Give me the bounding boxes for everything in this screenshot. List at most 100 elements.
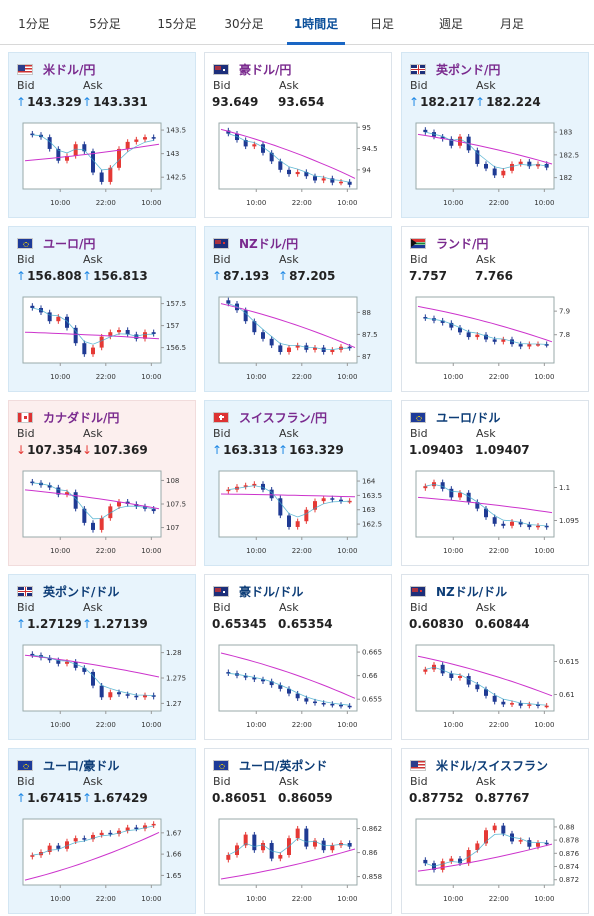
candle-body — [278, 855, 283, 859]
pair-name[interactable]: ユーロ/豪ドル — [43, 758, 120, 773]
pair-name[interactable]: 豪ドル/円 — [239, 62, 292, 77]
pair-name[interactable]: NZドル/ドル — [436, 584, 508, 599]
candle-body — [449, 488, 454, 498]
bid-number: 107.354 — [27, 443, 82, 457]
ask-label: Ask — [83, 775, 103, 788]
pair-name[interactable]: 豪ドル/ドル — [239, 584, 304, 599]
candle-body — [151, 332, 156, 334]
plot-area — [218, 122, 358, 190]
ask-label: Ask — [279, 253, 299, 266]
tab-2[interactable]: 5分足 — [89, 17, 121, 31]
pair-name[interactable]: 英ポンド/ドル — [43, 584, 120, 599]
currency-card[interactable]: ユーロ/豪ドル Bid Ask ↑1.67415 ↑1.67429 10:00 22:00 1… — [8, 748, 196, 914]
candle-body — [252, 483, 257, 486]
ask-value: ↓107.369 — [82, 443, 148, 457]
ask-number: 143.331 — [93, 95, 148, 109]
pair-name[interactable]: 米ドル/円 — [43, 62, 96, 77]
currency-card[interactable]: NZドル/ドル Bid Ask 0.60830 0.60844 10:00 22:00 10:… — [401, 574, 589, 740]
candlestick-chart[interactable]: 10:00 22:00 10:00 1.67 1.66 1.65 — [19, 815, 195, 905]
currency-card[interactable]: ランド/円 Bid Ask 7.757 7.766 10:00 22:00 10:00 7.9 7… — [401, 226, 589, 392]
candle-body — [269, 681, 274, 686]
pair-name[interactable]: ランド/円 — [436, 236, 489, 251]
candle-body — [321, 178, 326, 181]
card-header: 英ポンド/ドル — [17, 582, 119, 600]
pair-name[interactable]: NZドル/円 — [239, 236, 299, 251]
moving-average-line — [417, 133, 553, 165]
pair-name[interactable]: ユーロ/英ポンド — [239, 758, 328, 773]
chart-svg: 10:00 22:00 10:00 1.28 1.275 1.27 — [22, 644, 186, 729]
x-tick-label: 22:00 — [489, 199, 509, 207]
candle-body — [347, 705, 352, 708]
pair-name[interactable]: 英ポンド/円 — [436, 62, 501, 77]
chart-svg: 10:00 22:00 10:00 0.615 0.61 — [415, 644, 579, 729]
currency-card[interactable]: ユーロ/ドル Bid Ask 1.09403 1.09407 10:00 22:00 10:0… — [401, 400, 589, 566]
candle-body — [269, 152, 274, 162]
tab-8[interactable]: 月足 — [499, 17, 524, 31]
currency-card[interactable]: ユーロ/円 Bid Ask ↑156.808 ↑156.813 10:00 22:00 10:… — [8, 226, 196, 392]
candle-body — [475, 334, 480, 338]
candlestick-chart[interactable]: 10:00 22:00 10:00 1.28 1.275 1.27 — [19, 641, 195, 731]
currency-card[interactable]: 英ポンド/円 Bid Ask ↑182.217 ↑182.224 10:00 22:00 10… — [401, 52, 589, 218]
currency-card[interactable]: 豪ドル/円 Bid Ask 93.649 93.654 10:00 22:00 10:00 95… — [204, 52, 392, 218]
tab-5[interactable]: 1時間足 — [281, 0, 351, 45]
currency-card[interactable]: NZドル/円 Bid Ask ↑87.193 ↑87.205 10:00 22:00 10:0… — [204, 226, 392, 392]
tab-4[interactable]: 30分足 — [224, 17, 264, 31]
ask-number: 156.813 — [93, 269, 148, 283]
y-tick-label: 1.1 — [559, 484, 570, 492]
y-tick-label: 163 — [362, 506, 375, 514]
candlestick-chart[interactable]: 10:00 22:00 10:00 0.615 0.61 — [412, 641, 588, 731]
bid-label: Bid — [410, 601, 428, 614]
ask-value: 0.60844 — [475, 617, 530, 631]
candlestick-chart[interactable]: 10:00 22:00 10:00 1.1 1.095 — [412, 467, 588, 557]
candle-body — [47, 312, 52, 322]
currency-card[interactable]: 豪ドル/ドル Bid Ask 0.65345 0.65354 10:00 22:00 10:0… — [204, 574, 392, 740]
tab-6[interactable]: 日足 — [369, 17, 394, 31]
currency-card[interactable]: 米ドル/スイスフラン Bid Ask 0.87752 0.87767 10:00 22:00… — [401, 748, 589, 914]
candle-body — [151, 823, 156, 826]
pair-name[interactable]: ユーロ/円 — [43, 236, 96, 251]
plot-area — [218, 296, 358, 364]
currency-card[interactable]: 米ドル/円 Bid Ask ↑143.329 ↑143.331 10:00 22:00 10:… — [8, 52, 196, 218]
bid-label: Bid — [213, 427, 231, 440]
chart-svg: 10:00 22:00 10:00 88 87.5 87 — [218, 296, 378, 381]
currency-card[interactable]: 英ポンド/ドル Bid Ask ↑1.27129 ↑1.27139 10:00 22:00 1… — [8, 574, 196, 740]
pair-name[interactable]: ユーロ/ドル — [436, 410, 501, 425]
candle-body — [73, 492, 78, 509]
candlestick-chart[interactable]: 10:00 22:00 10:00 95 94.5 94 — [215, 119, 391, 209]
y-tick-label: 0.615 — [559, 658, 579, 666]
ask-label: Ask — [476, 775, 496, 788]
moving-average-line — [417, 305, 553, 343]
ask-label: Ask — [476, 253, 496, 266]
candlestick-chart[interactable]: 10:00 22:00 10:00 88 87.5 87 — [215, 293, 391, 383]
pair-name[interactable]: カナダドル/円 — [43, 410, 120, 425]
candlestick-chart[interactable]: 10:00 22:00 10:00 0.665 0.66 0.655 — [215, 641, 391, 731]
candlestick-chart[interactable]: 10:00 22:00 10:00 143.5 143 142.5 — [19, 119, 195, 209]
tab-7[interactable]: 週足 — [438, 17, 463, 31]
candle-body — [475, 684, 480, 690]
currency-card[interactable]: スイスフラン/円 Bid Ask ↑163.313 ↑163.329 10:00 22:00… — [204, 400, 392, 566]
candlestick-chart[interactable]: 10:00 22:00 10:00 7.9 7.8 — [412, 293, 588, 383]
tab-1[interactable]: 1分足 — [18, 17, 50, 31]
short-moving-average-line — [32, 482, 154, 520]
candle-body — [475, 502, 480, 509]
currency-card[interactable]: カナダドル/円 Bid Ask ↓107.354 ↓107.369 10:00 22:00 1… — [8, 400, 196, 566]
candlestick-chart[interactable]: 10:00 22:00 10:00 0.88 0.878 0.876 0.874 0.872 — [412, 815, 588, 905]
candlestick-chart[interactable]: 10:00 22:00 10:00 108 107.5 107 — [19, 467, 195, 557]
candle-body — [82, 508, 87, 523]
tab-3[interactable]: 15分足 — [157, 17, 197, 31]
candlestick-chart[interactable]: 10:00 22:00 10:00 157.5 157 156.5 — [19, 293, 195, 383]
pair-name[interactable]: 米ドル/スイスフラン — [436, 758, 549, 773]
candle-body — [287, 347, 291, 352]
candle-body — [339, 704, 343, 707]
candle-body — [313, 840, 317, 847]
pair-name[interactable]: スイスフラン/円 — [239, 410, 328, 425]
currency-card[interactable]: ユーロ/英ポンド Bid Ask 0.86051 0.86059 10:00 22:00 10… — [204, 748, 392, 914]
candlestick-chart[interactable]: 10:00 22:00 10:00 183 182.5 182 — [412, 119, 588, 209]
card-header: ランド/円 — [410, 234, 488, 252]
za-flag-icon — [410, 237, 426, 249]
moving-average-line — [220, 128, 356, 179]
candlestick-chart[interactable]: 10:00 22:00 10:00 164 163.5 163 162.5 — [215, 467, 391, 557]
bid-number: 143.329 — [27, 95, 82, 109]
moving-average-line — [417, 843, 553, 872]
candlestick-chart[interactable]: 10:00 22:00 10:00 0.862 0.86 0.858 — [215, 815, 391, 905]
